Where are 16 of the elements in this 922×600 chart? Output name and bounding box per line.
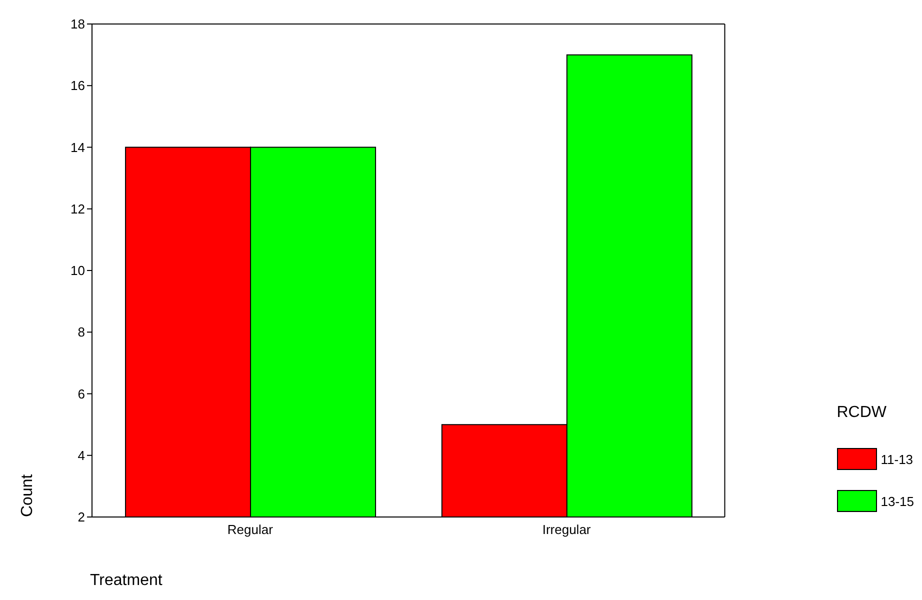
- y-tick-label: 12: [70, 201, 85, 216]
- y-tick-label: 10: [70, 263, 85, 278]
- y-tick-label: 6: [78, 386, 85, 402]
- x-tick-label: Irregular: [542, 522, 592, 538]
- x-tick-label: Regular: [227, 522, 274, 538]
- y-tick-label: 14: [70, 140, 85, 155]
- y-axis-title: Count: [19, 474, 36, 517]
- y-tick-label: 8: [78, 324, 85, 340]
- legend-label: 13-15: [880, 494, 914, 508]
- legend-label: 11-13: [880, 452, 914, 466]
- x-axis-title: Treatment: [90, 572, 163, 589]
- y-tick-label: 16: [70, 78, 85, 94]
- y-tick-label: 2: [78, 510, 85, 525]
- legend-title: RCDW: [836, 404, 888, 422]
- y-tick-label: 18: [70, 16, 85, 32]
- y-tick-label: 4: [78, 448, 85, 463]
